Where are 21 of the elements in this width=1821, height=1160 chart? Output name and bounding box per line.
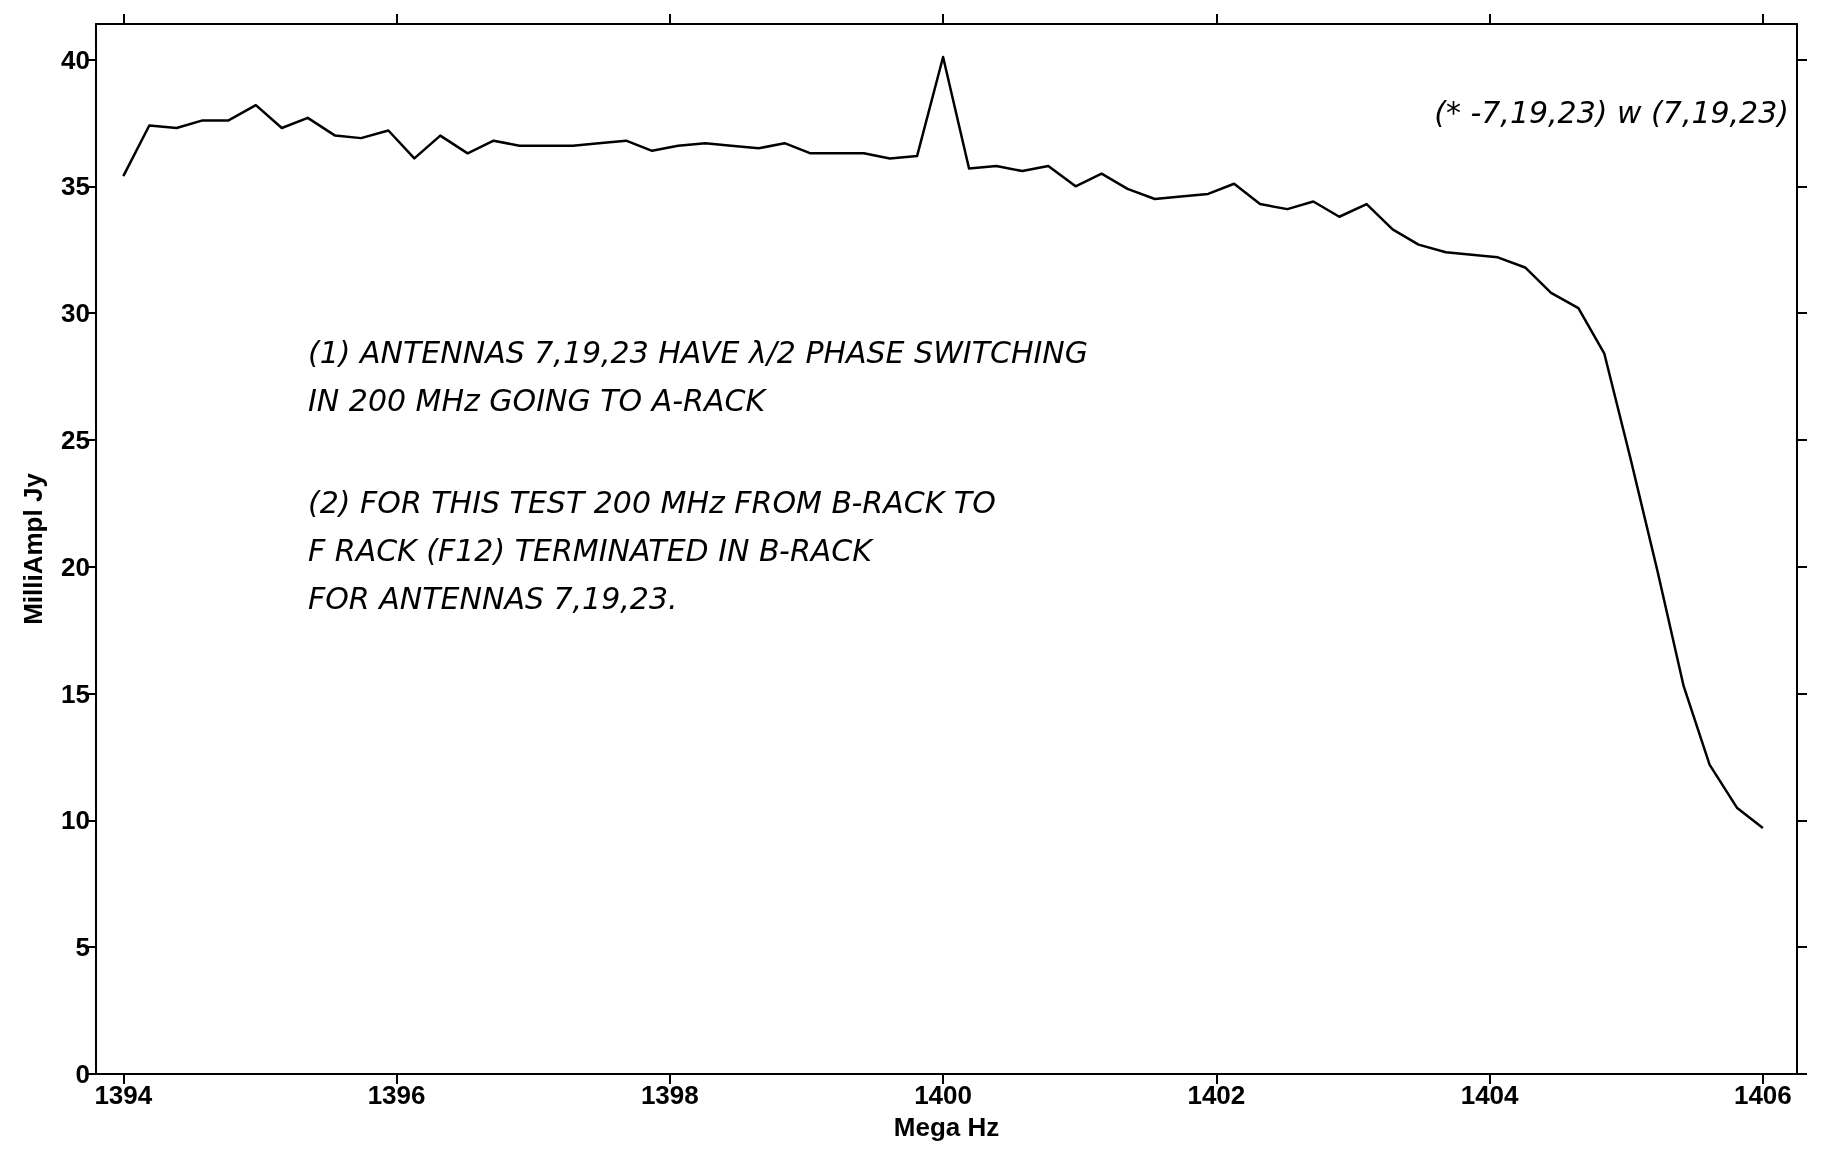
x-tick-label: 1400 — [914, 1080, 973, 1110]
y-tick-label: 40 — [61, 44, 90, 75]
annotation: (2) FOR THIS TEST 200 MHz FROM B-RACK TO F RACK (F12) TERMINATED IN B-RACK FOR ANTENNAS 7,19,23. — [308, 484, 996, 616]
annotation: (1) ANTENNAS 7,19,23 HAVE λ/2 PHASE SWITCHING IN 200 MHz GOING TO A-RACK — [308, 334, 1089, 418]
y-tick-label: 5 — [75, 932, 90, 963]
x-tick-label: 1398 — [640, 1080, 699, 1110]
y-tick-label: 30 — [61, 298, 90, 329]
y-tick-label: 20 — [61, 551, 90, 582]
y-tick-label: 35 — [61, 171, 90, 202]
y-tick-label: 25 — [61, 424, 90, 455]
y-tick-label: 10 — [61, 805, 90, 836]
y-tick-label: 15 — [61, 678, 90, 709]
x-axis-title: Mega Hz — [893, 1112, 1000, 1142]
x-tick-label: 1394 — [94, 1080, 153, 1110]
x-tick-label: 1404 — [1460, 1080, 1520, 1110]
annotation: (* -7,19,23) w (7,19,23) — [1434, 94, 1790, 130]
y-tick-label: 0 — [75, 1059, 90, 1089]
x-tick-label: 1402 — [1187, 1080, 1246, 1110]
y-axis-title: MilliAmpl Jy — [18, 472, 48, 625]
x-tick-label: 1396 — [367, 1080, 426, 1110]
x-tick-label: 1406 — [1733, 1080, 1792, 1110]
